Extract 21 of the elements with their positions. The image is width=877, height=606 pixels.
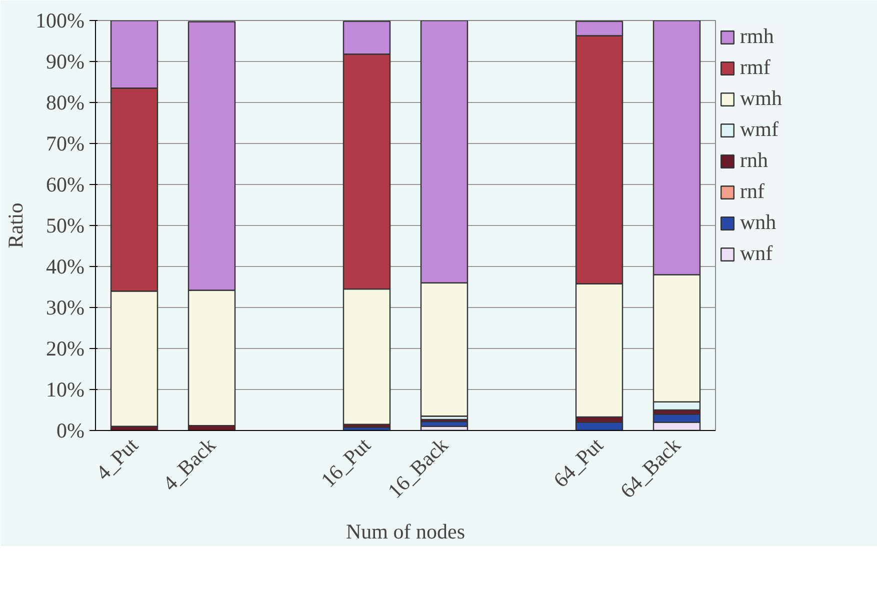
y-tick-label: 70% xyxy=(46,132,85,156)
y-tick-label: 20% xyxy=(46,336,85,360)
legend-label: wnh xyxy=(740,210,776,235)
legend-label: wmf xyxy=(740,117,778,142)
y-tick-label: 30% xyxy=(46,296,85,320)
y-tick-label: 90% xyxy=(46,50,85,74)
legend-label: rmf xyxy=(740,55,770,80)
y-tick-label: 60% xyxy=(46,172,85,196)
legend-label: wnf xyxy=(740,241,773,266)
legend-label: rmh xyxy=(740,24,774,49)
legend-label: rnf xyxy=(740,179,764,204)
legend-label: wmh xyxy=(740,86,782,111)
y-tick-label: 10% xyxy=(46,378,85,402)
y-tick-label: 50% xyxy=(46,214,85,238)
y-tick-label: 80% xyxy=(46,90,85,114)
y-tick-label: 40% xyxy=(46,254,85,278)
x-axis-title: Num of nodes xyxy=(346,519,466,544)
y-tick-label: 0% xyxy=(56,418,85,442)
legend-label: rnh xyxy=(740,148,768,173)
y-tick-label: 100% xyxy=(36,8,85,32)
y-axis-title: Ratio xyxy=(4,202,28,248)
